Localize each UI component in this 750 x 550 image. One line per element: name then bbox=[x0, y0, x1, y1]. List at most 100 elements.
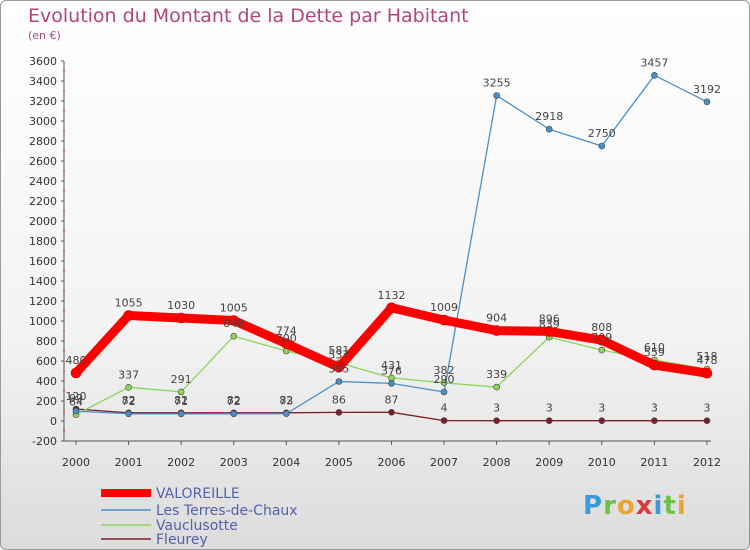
x-tick-label: 2001 bbox=[115, 456, 143, 469]
data-point bbox=[651, 72, 658, 79]
data-label: 290 bbox=[434, 373, 455, 386]
data-label: 700 bbox=[276, 332, 297, 345]
data-point bbox=[596, 334, 608, 346]
data-point bbox=[701, 367, 713, 379]
chart-title: Evolution du Montant de la Dette par Hab… bbox=[28, 5, 469, 27]
y-tick-label: 600 bbox=[36, 355, 57, 368]
data-point bbox=[438, 314, 450, 326]
logo-letter: P bbox=[583, 491, 604, 521]
data-label: 376 bbox=[381, 364, 402, 377]
y-tick-label: 1600 bbox=[29, 255, 57, 268]
data-label: 382 bbox=[434, 364, 455, 377]
data-point bbox=[440, 417, 448, 424]
data-point bbox=[598, 346, 606, 354]
y-tick-label: 1200 bbox=[29, 295, 57, 308]
data-label: 339 bbox=[486, 368, 507, 381]
data-label: 1055 bbox=[115, 297, 143, 310]
data-point bbox=[388, 380, 395, 387]
data-label: 581 bbox=[328, 344, 349, 357]
x-tick-label: 2006 bbox=[377, 456, 405, 469]
data-label: 82 bbox=[122, 394, 136, 407]
data-label: 395 bbox=[328, 363, 349, 376]
data-label: 1009 bbox=[430, 301, 458, 314]
legend-label: Les Terres-de-Chaux bbox=[156, 503, 298, 519]
data-label: 120 bbox=[66, 390, 87, 403]
data-label: 291 bbox=[171, 373, 192, 386]
data-label: 1132 bbox=[377, 289, 405, 302]
x-tick-label: 2010 bbox=[588, 456, 616, 469]
y-tick-label: 2400 bbox=[29, 175, 57, 188]
data-label: 2750 bbox=[588, 127, 616, 140]
logo-letter: i bbox=[653, 491, 664, 521]
data-point bbox=[703, 417, 711, 425]
data-label: 99 bbox=[69, 392, 83, 405]
x-tick-label: 2004 bbox=[272, 456, 300, 469]
data-label: 3 bbox=[493, 402, 500, 415]
x-tick-label: 2009 bbox=[535, 456, 563, 469]
data-label: 518 bbox=[696, 350, 717, 363]
x-tick-label: 2000 bbox=[62, 456, 90, 469]
data-point bbox=[177, 410, 185, 418]
y-tick-label: 400 bbox=[36, 375, 57, 388]
y-tick-label: 2800 bbox=[29, 135, 57, 148]
y-tick-label: 2000 bbox=[29, 215, 57, 228]
x-tick-label: 2011 bbox=[640, 456, 668, 469]
data-point bbox=[333, 361, 345, 373]
data-point bbox=[703, 98, 711, 106]
data-point bbox=[335, 378, 343, 385]
y-tick-label: 2200 bbox=[29, 195, 57, 208]
data-point bbox=[230, 410, 238, 418]
y-tick-label: 3200 bbox=[29, 95, 57, 108]
data-label: 709 bbox=[591, 331, 612, 344]
data-label: 3255 bbox=[483, 77, 511, 90]
data-point bbox=[598, 417, 606, 425]
data-point bbox=[177, 388, 185, 396]
data-label: 478 bbox=[696, 354, 717, 367]
data-point bbox=[228, 315, 240, 326]
data-label: 480 bbox=[66, 354, 87, 367]
data-label: 537 bbox=[328, 348, 349, 361]
data-label: 87 bbox=[384, 393, 398, 406]
data-label: 82 bbox=[174, 394, 188, 407]
data-label: 72 bbox=[227, 395, 241, 408]
data-point bbox=[491, 325, 502, 336]
y-tick-label: 800 bbox=[36, 335, 57, 348]
legend-label: Vauclusotte bbox=[156, 518, 238, 534]
data-label: 2918 bbox=[535, 110, 563, 123]
data-point bbox=[175, 312, 187, 324]
data-label: 82 bbox=[227, 394, 241, 407]
data-point bbox=[386, 302, 397, 314]
y-tick-label: 200 bbox=[36, 395, 57, 408]
y-tick-label: 3400 bbox=[29, 75, 57, 88]
x-tick-label: 2008 bbox=[483, 456, 511, 469]
data-label: 3 bbox=[703, 402, 710, 415]
data-point bbox=[123, 310, 134, 321]
y-tick-label: 2600 bbox=[29, 155, 57, 168]
data-point bbox=[440, 388, 448, 396]
data-point bbox=[545, 125, 553, 133]
logo-letter: o bbox=[616, 491, 636, 521]
x-tick-label: 2012 bbox=[693, 456, 721, 469]
data-label: 64 bbox=[69, 396, 83, 409]
data-label: 839 bbox=[539, 318, 560, 331]
data-label: 82 bbox=[279, 394, 293, 407]
data-point bbox=[543, 326, 555, 337]
data-label: 896 bbox=[539, 312, 560, 325]
y-tick-label: 1800 bbox=[29, 235, 57, 248]
y-tick-label: 0 bbox=[50, 415, 57, 428]
legend-label: Fleurey bbox=[156, 532, 208, 548]
y-tick-label: 1400 bbox=[29, 275, 57, 288]
data-point bbox=[545, 417, 553, 425]
data-label: 3457 bbox=[640, 56, 668, 69]
logo-letter: r bbox=[603, 491, 617, 521]
x-tick-label: 2005 bbox=[325, 456, 353, 469]
y-tick-label: 1000 bbox=[29, 315, 57, 328]
data-label: 774 bbox=[276, 325, 297, 338]
data-label: 86 bbox=[332, 393, 346, 406]
data-label: 3 bbox=[651, 402, 658, 415]
y-tick-label: 3000 bbox=[29, 115, 57, 128]
data-label: 808 bbox=[591, 321, 612, 334]
data-point bbox=[335, 409, 343, 416]
